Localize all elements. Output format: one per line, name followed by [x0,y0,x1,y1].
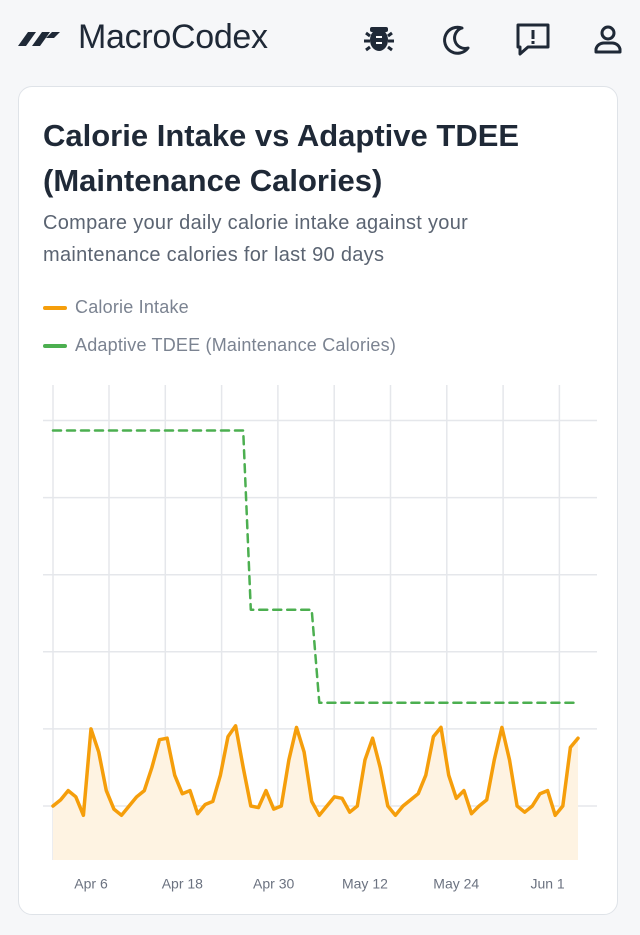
feedback-icon[interactable] [516,23,550,56]
series-line [51,724,580,818]
area [53,725,578,860]
chart: Apr 6 Apr 18 Apr 30 May 12 May 24 Jun 1 [43,385,597,892]
bug-icon[interactable] [364,27,394,52]
legend-swatch [43,305,67,310]
theme-icon[interactable] [443,25,470,55]
x-tick-label: Apr 30 [253,876,294,892]
user-icon[interactable] [594,25,622,54]
brand[interactable]: MacroCodex [78,18,268,56]
x-tick-label: May 12 [342,876,388,892]
top-icons [18,23,622,56]
x-tick-label: May 24 [433,876,479,892]
x-tick-label: Apr 6 [74,876,108,892]
legend-swatch [43,343,67,348]
x-tick-label: Apr 18 [162,876,203,892]
series-line [51,429,580,705]
legend-entry[interactable]: Calorie Intake [43,297,189,318]
legend-entry[interactable]: Adaptive TDEE (Maintenance Calories) [43,335,396,356]
chart-card: Apr 6 Apr 18 Apr 30 May 12 May 24 Jun 1 Calor… [18,86,618,915]
top-bar: MacroCodex [0,0,640,80]
chart-subtitle: Compare your daily calorie intake agains… [43,212,469,266]
x-tick-label: Jun 1 [530,876,564,892]
chart-title: Calorie Intake vs Adaptive TDEE (Mainten… [43,118,520,198]
legend-label: Calorie Intake [75,297,189,317]
logo[interactable] [18,32,60,46]
legend-label: Adaptive TDEE (Maintenance Calories) [75,335,397,355]
